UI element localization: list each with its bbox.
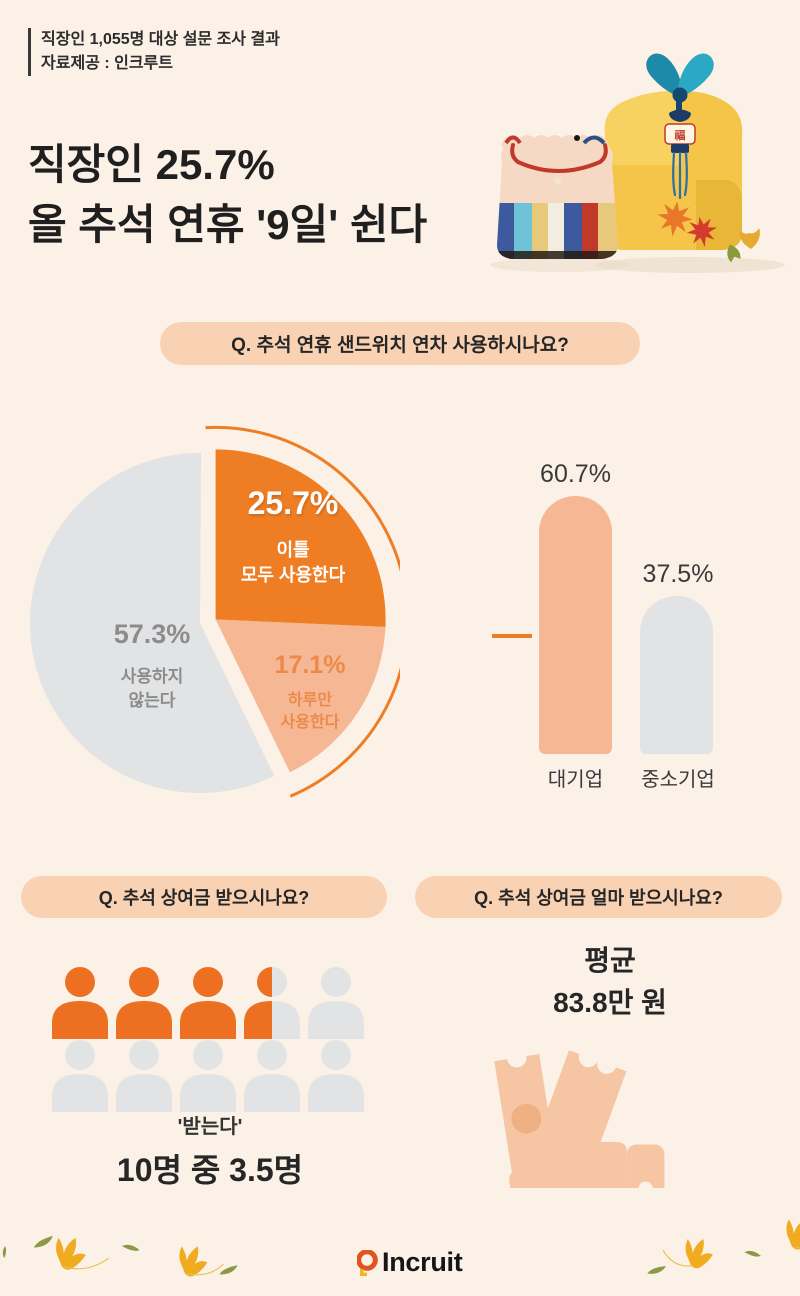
svg-text:福: 福 [675,129,686,142]
